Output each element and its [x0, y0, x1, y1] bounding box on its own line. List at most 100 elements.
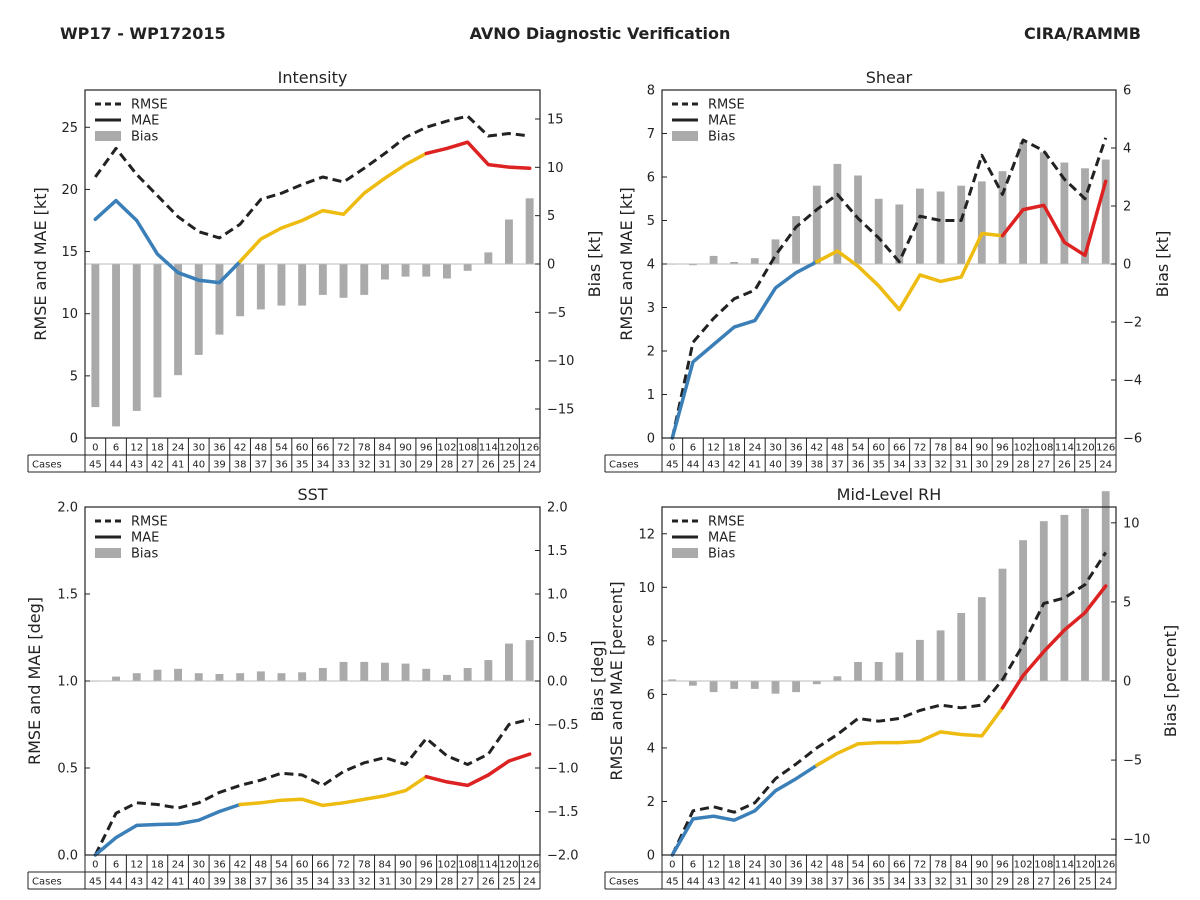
- bias-bar: [174, 264, 182, 376]
- y2-tick-label: 1.0: [547, 588, 568, 603]
- forecast-hour-label: 18: [151, 443, 164, 454]
- y2-tick-label: 15: [547, 113, 564, 128]
- mae-line-early: [670, 763, 819, 857]
- mae-line-early: [93, 198, 242, 285]
- y2-tick-label: −5: [1123, 754, 1142, 769]
- case-count: 28: [1017, 877, 1030, 888]
- y2-tick-label: −5: [547, 306, 566, 321]
- y2-tick-label: −0.5: [547, 718, 579, 733]
- forecast-hour-label: 84: [379, 860, 392, 871]
- legend-bias-swatch: [672, 131, 698, 141]
- case-count: 38: [234, 877, 247, 888]
- forecast-hour-label: 0: [92, 860, 98, 871]
- chart-panel-sst: SST 0.0 0.5 1.0 1.5 2.0 −2.0 −1.5 −1.0 −0.5 0.0 0.5…: [25, 485, 607, 890]
- bias-bar: [505, 643, 513, 681]
- legend-bias-label: Bias: [708, 547, 735, 562]
- bias-bar: [112, 676, 120, 681]
- y-tick-label: 6: [647, 688, 655, 703]
- mae-line-early: [93, 802, 242, 857]
- forecast-hour-label: 102: [437, 860, 456, 871]
- case-count: 29: [996, 877, 1009, 888]
- forecast-hour-label: 90: [975, 860, 988, 871]
- forecast-hour-label: 114: [1055, 860, 1074, 871]
- y2-tick-label: 10: [1123, 516, 1140, 531]
- legend-mae-label: MAE: [708, 531, 736, 546]
- cases-label: Cases: [32, 877, 62, 888]
- y-tick-label: 6: [647, 171, 655, 186]
- y-tick-label: 5: [647, 214, 655, 229]
- bias-bar: [236, 673, 245, 681]
- case-count: 25: [1079, 460, 1092, 471]
- forecast-hour-label: 66: [893, 860, 906, 871]
- y-tick-label: 7: [647, 127, 655, 142]
- y-tick-label: 0: [647, 849, 655, 864]
- bias-bar: [1081, 508, 1089, 681]
- bias-bar: [792, 216, 800, 264]
- y2-tick-label: −10: [547, 354, 574, 369]
- forecast-hour-label: 114: [479, 860, 498, 871]
- forecast-hour-label: 126: [520, 860, 539, 871]
- mae-line-late: [1000, 584, 1108, 710]
- chart-title: Intensity: [278, 68, 348, 87]
- bias-bar: [215, 674, 224, 681]
- forecast-hour-label: 30: [769, 443, 782, 454]
- forecast-hour-label: 66: [893, 443, 906, 454]
- forecast-hour-label: 24: [748, 443, 761, 454]
- forecast-hour-label: 42: [810, 860, 823, 871]
- bias-bar: [854, 662, 862, 681]
- y2-tick-label: 6: [1123, 84, 1131, 99]
- forecast-hour-label: 120: [1075, 860, 1094, 871]
- case-count: 41: [748, 460, 761, 471]
- case-count: 30: [975, 877, 988, 888]
- bias-bar: [977, 597, 986, 681]
- y2-tick-label: 1.5: [547, 544, 568, 559]
- case-count: 43: [130, 877, 143, 888]
- bias-bar: [730, 262, 739, 264]
- bias-bar: [833, 676, 842, 681]
- case-count: 27: [461, 877, 474, 888]
- bias-bar: [132, 673, 141, 681]
- bias-bar: [277, 673, 286, 681]
- bias-bar: [792, 681, 800, 693]
- case-count: 32: [934, 877, 947, 888]
- bias-bar: [484, 252, 493, 264]
- case-count: 31: [379, 460, 392, 471]
- y-tick-label: 4: [647, 258, 655, 273]
- forecast-hour-label: 60: [296, 860, 309, 871]
- bias-bar: [998, 568, 1007, 681]
- forecast-hour-label: 12: [707, 443, 720, 454]
- y2-tick-label: 2.0: [547, 501, 568, 516]
- case-count: 30: [975, 460, 988, 471]
- forecast-hour-label: 72: [914, 443, 927, 454]
- forecast-hour-label: 96: [420, 443, 433, 454]
- forecast-hour-label: 78: [358, 860, 371, 871]
- forecast-hour-label: 60: [296, 443, 309, 454]
- case-count: 36: [852, 460, 865, 471]
- bias-bar: [443, 674, 451, 681]
- legend-mae-label: MAE: [708, 114, 736, 129]
- case-count: 29: [420, 460, 433, 471]
- mae-line-mid: [238, 774, 429, 808]
- bias-bar: [443, 264, 451, 279]
- forecast-hour-label: 120: [499, 860, 518, 871]
- y2-tick-label: −4: [1123, 374, 1142, 389]
- case-count: 35: [872, 877, 885, 888]
- bias-bar: [360, 264, 369, 295]
- bias-bar: [484, 660, 493, 681]
- forecast-hour-label: 72: [337, 443, 350, 454]
- case-count: 27: [461, 460, 474, 471]
- case-count: 34: [316, 877, 329, 888]
- case-count: 37: [831, 460, 844, 471]
- forecast-hour-label: 12: [130, 443, 143, 454]
- bias-bar: [957, 613, 966, 681]
- y2-axis-label: Bias [kt]: [1153, 231, 1172, 298]
- y-tick-label: 0: [70, 432, 78, 447]
- y-tick-label: 2: [647, 345, 655, 360]
- mae-line-early: [670, 260, 819, 440]
- y2-axis-label: Bias [percent]: [1161, 625, 1180, 737]
- legend-bias-label: Bias: [131, 130, 158, 145]
- legend-mae-label: MAE: [131, 531, 159, 546]
- y2-tick-label: 2: [1123, 200, 1131, 215]
